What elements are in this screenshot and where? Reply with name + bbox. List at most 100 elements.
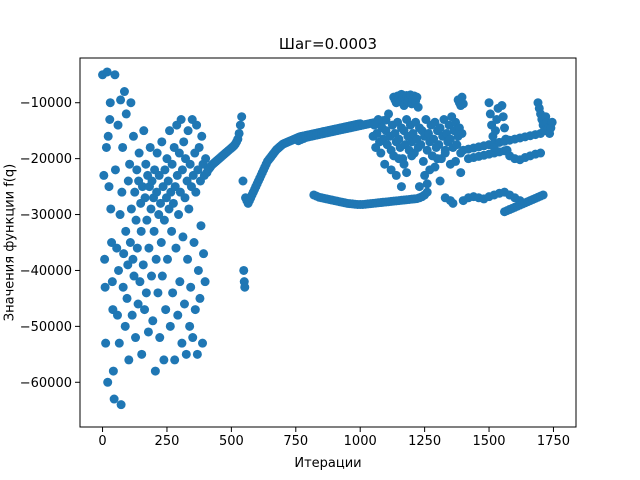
data-point xyxy=(240,282,250,292)
data-point xyxy=(146,204,156,214)
data-point xyxy=(489,142,499,152)
data-point xyxy=(132,165,142,175)
data-point xyxy=(150,366,160,376)
data-point xyxy=(399,159,409,169)
data-point xyxy=(124,355,134,365)
data-point xyxy=(99,170,109,180)
data-point xyxy=(114,338,124,348)
data-point xyxy=(154,210,164,220)
data-point xyxy=(119,87,129,97)
data-point xyxy=(174,148,184,158)
data-point xyxy=(200,277,210,287)
data-point xyxy=(134,148,144,158)
data-point xyxy=(173,310,183,320)
data-point xyxy=(502,145,512,155)
data-point xyxy=(165,126,175,136)
data-point xyxy=(416,140,426,150)
data-point xyxy=(152,187,162,197)
data-point xyxy=(152,148,162,158)
data-point xyxy=(153,288,163,298)
y-tick-label: −50000 xyxy=(20,320,72,335)
data-point xyxy=(445,134,455,144)
data-point xyxy=(115,210,125,220)
data-point xyxy=(131,333,141,343)
data-point xyxy=(183,254,193,264)
data-point xyxy=(144,243,154,253)
data-point xyxy=(127,310,137,320)
data-point xyxy=(192,349,202,359)
data-point xyxy=(155,333,165,343)
data-point xyxy=(197,131,207,141)
data-point xyxy=(123,176,133,186)
data-point xyxy=(148,316,158,326)
data-point xyxy=(380,159,390,169)
data-point xyxy=(163,176,173,186)
data-point xyxy=(128,131,138,141)
data-point xyxy=(175,277,185,287)
data-point xyxy=(180,193,190,203)
data-point xyxy=(167,226,177,236)
x-ticks: 0 250 500 750 1000 1250 1500 1750 xyxy=(98,427,570,449)
data-point xyxy=(407,151,417,161)
data-point xyxy=(189,238,199,247)
data-point xyxy=(121,109,131,119)
x-tick-label: 500 xyxy=(219,434,244,449)
x-tick-label: 1000 xyxy=(344,434,377,449)
data-point xyxy=(157,137,167,147)
data-point xyxy=(457,92,467,102)
data-point xyxy=(402,168,412,178)
x-axis-label: Итерации xyxy=(294,456,361,471)
data-point xyxy=(103,131,113,141)
data-point xyxy=(376,148,386,158)
data-point xyxy=(126,98,136,108)
y-axis-label: Значения функции f(q) xyxy=(3,164,18,321)
data-point xyxy=(167,159,177,169)
data-point xyxy=(430,162,440,172)
data-point xyxy=(195,293,205,303)
data-point xyxy=(135,277,145,287)
data-point xyxy=(412,92,422,102)
x-tick-label: 750 xyxy=(283,434,308,449)
data-point xyxy=(110,165,120,175)
data-point xyxy=(165,321,175,331)
data-point xyxy=(133,299,143,309)
plot-frame xyxy=(79,57,577,428)
points-layer xyxy=(98,67,557,410)
data-point xyxy=(107,277,117,287)
y-tick-label: −40000 xyxy=(20,264,72,279)
data-point xyxy=(103,377,113,387)
data-point xyxy=(174,210,184,220)
data-point xyxy=(113,120,123,130)
data-point xyxy=(498,112,508,122)
data-point xyxy=(373,115,383,124)
data-point xyxy=(118,142,128,152)
data-point xyxy=(116,400,126,410)
data-point xyxy=(168,288,178,298)
data-point xyxy=(140,305,150,315)
data-point xyxy=(497,101,507,111)
data-point xyxy=(451,156,461,166)
data-point xyxy=(178,232,188,242)
data-point xyxy=(156,198,166,208)
data-point xyxy=(141,288,151,298)
data-point xyxy=(154,170,164,180)
data-point xyxy=(422,187,432,197)
data-point xyxy=(193,265,203,275)
data-point xyxy=(485,109,495,119)
data-point xyxy=(177,338,187,348)
data-point xyxy=(414,182,424,192)
data-point xyxy=(140,193,150,203)
data-point xyxy=(168,198,178,208)
data-point xyxy=(396,182,406,192)
data-point xyxy=(121,226,131,236)
data-point xyxy=(448,198,458,208)
data-point xyxy=(126,204,136,214)
data-point xyxy=(137,349,147,359)
data-point xyxy=(191,187,201,197)
data-point xyxy=(171,243,181,253)
data-point xyxy=(101,142,111,152)
chart-title: Шаг=0.0003 xyxy=(279,35,377,53)
y-ticks: −60000 −50000 −40000 −30000 −20000 −10000 xyxy=(20,96,80,391)
data-point xyxy=(145,142,155,152)
